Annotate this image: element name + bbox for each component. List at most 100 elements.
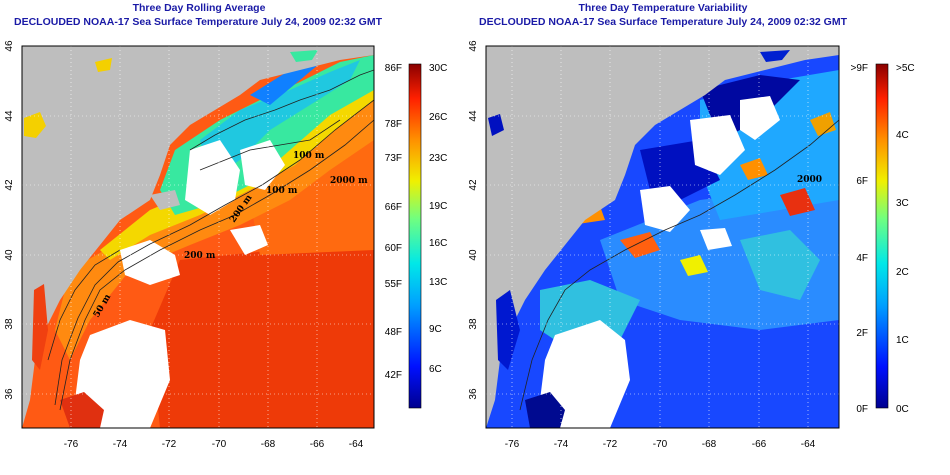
right-cyan-2 [740, 230, 820, 300]
right-isobath [519, 119, 839, 411]
right-lon-tick: -66 [752, 439, 767, 450]
right-subtitle: DECLOUDED NOAA-17 Sea Surface Temperatur… [478, 16, 848, 28]
cb-label: 23C [429, 153, 447, 164]
cb-label: >5C [896, 63, 915, 74]
cb-label: 60F [385, 243, 402, 254]
left-colorbar-f-labels: 86F 78F 73F 66F 60F 55F 48F 42F [385, 63, 402, 381]
right-cloud-1 [690, 115, 745, 175]
left-lon-tick: -68 [261, 439, 276, 450]
left-lake-3 [290, 50, 318, 62]
left-cloud-5 [230, 225, 268, 255]
right-south-dark [525, 392, 565, 428]
left-isobath-50 [47, 249, 121, 361]
left-lat-tick: 38 [4, 318, 15, 330]
right-cloud-2 [740, 96, 780, 140]
cb-label: 42F [385, 370, 402, 381]
cb-label: 73F [385, 153, 402, 164]
left-lake-2 [95, 58, 112, 72]
right-lon-tick: -76 [505, 439, 520, 450]
cb-label: 48F [385, 327, 402, 338]
left-lat-tick: 36 [4, 388, 15, 400]
left-colorbar [408, 63, 422, 409]
cb-label: 30C [429, 63, 447, 74]
right-hot-3 [740, 158, 768, 180]
right-lat-tick: 42 [468, 179, 479, 191]
right-land [486, 46, 839, 428]
right-lon-tick: -72 [603, 439, 618, 450]
cb-label: 55F [385, 279, 402, 290]
left-x-axis: -76 -74 -72 -70 -68 -66 -64 [64, 439, 364, 450]
cb-label: >9F [850, 63, 868, 74]
right-map [486, 46, 839, 428]
right-colorbar [875, 63, 889, 409]
right-cloud-3 [640, 186, 690, 232]
cb-label: 0F [856, 404, 868, 415]
left-y-axis: 46 44 42 40 38 36 [4, 40, 15, 400]
right-lat-tick: 46 [468, 40, 479, 52]
right-lat-tick: 38 [468, 318, 479, 330]
left-lat-tick: 42 [4, 179, 15, 191]
right-lake-1 [488, 114, 504, 136]
left-lon-tick: -64 [349, 439, 364, 450]
cb-label: 78F [385, 119, 402, 130]
left-colorbar-c-labels: 30C 26C 23C 19C 16C 13C 9C 6C [429, 63, 447, 375]
cb-label: 16C [429, 238, 447, 249]
left-subtitle: DECLOUDED NOAA-17 Sea Surface Temperatur… [13, 16, 383, 28]
left-lon-tick: -76 [64, 439, 79, 450]
cb-label: 4C [896, 130, 909, 141]
cb-label: 0C [896, 404, 909, 415]
left-lat-tick: 44 [4, 110, 15, 122]
left-cloud-1 [185, 140, 240, 215]
cb-label: 66F [385, 202, 402, 213]
right-hot-2 [780, 188, 815, 216]
right-hot-6 [810, 112, 836, 136]
left-shelf-yellow [100, 85, 374, 260]
cb-label: 19C [429, 201, 447, 212]
left-estuary [32, 284, 48, 370]
right-lon-tick: -70 [653, 439, 668, 450]
cb-label: 13C [429, 277, 447, 288]
cb-label: 1C [896, 335, 909, 346]
cb-label: 86F [385, 63, 402, 74]
left-lon-tick: -74 [113, 439, 128, 450]
left-warm-core [150, 240, 374, 428]
left-lat-tick: 40 [4, 249, 15, 261]
right-y-axis: 46 44 42 40 38 36 [468, 40, 479, 400]
left-isobath-100b [199, 119, 341, 171]
left-lon-tick: -66 [310, 439, 325, 450]
right-lat-tick: 40 [468, 249, 479, 261]
left-iso-label-3: 2000 m [330, 176, 368, 186]
left-lat-tick: 46 [4, 40, 15, 52]
right-colorbar-c-labels: >5C 4C 3C 2C 1C 0C [896, 63, 915, 415]
left-lon-tick: -72 [162, 439, 177, 450]
cb-label: 6C [429, 364, 442, 375]
right-lon-tick: -64 [801, 439, 816, 450]
right-colorbar-f-labels: >9F 6F 4F 2F 0F [850, 63, 868, 415]
right-lat-tick: 36 [468, 388, 479, 400]
right-hot-1 [620, 232, 660, 258]
left-lon-tick: -70 [212, 439, 227, 450]
left-cloud-4 [75, 320, 170, 428]
cb-label: 9C [429, 324, 442, 335]
right-hot-5 [680, 255, 708, 276]
left-iso-label-1: 100 m [293, 151, 325, 161]
right-title: Three Day Temperature Variability [578, 2, 748, 14]
left-cloud-3 [120, 240, 180, 285]
left-land [22, 46, 374, 428]
right-iso-label: 2000 [797, 175, 822, 185]
left-lake-1 [24, 112, 46, 138]
left-iso-label-5: 200 m [184, 251, 216, 261]
right-grid [486, 46, 839, 428]
cb-label: 4F [856, 253, 868, 264]
left-frame [21, 45, 375, 429]
right-lat-tick: 44 [468, 110, 479, 122]
left-isobath-200 [54, 99, 374, 406]
right-lon-tick: -68 [702, 439, 717, 450]
left-isobath-2000 [59, 119, 374, 411]
right-cloud-5 [700, 228, 732, 250]
cb-label: 2F [856, 328, 868, 339]
left-iso-label-2: 100 m [266, 186, 298, 196]
cb-label: 2C [896, 267, 909, 278]
right-lon-tick: -74 [554, 439, 569, 450]
